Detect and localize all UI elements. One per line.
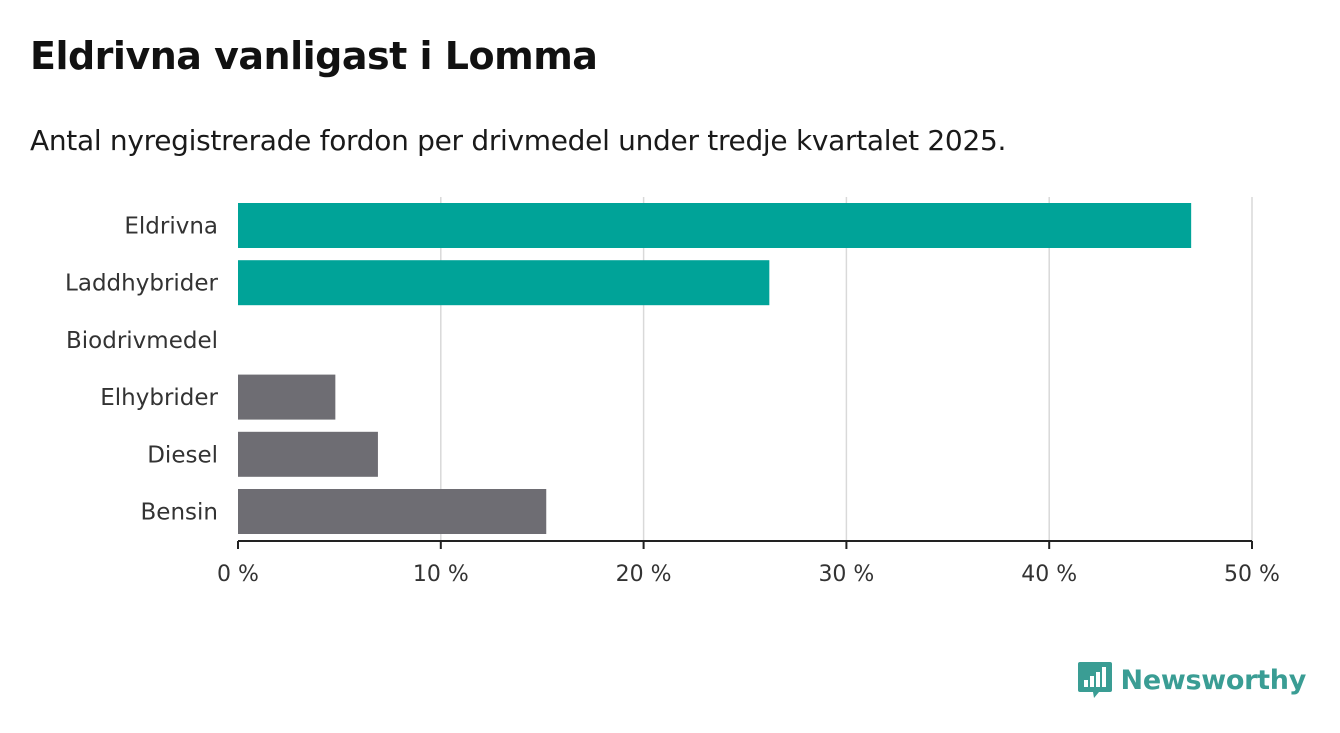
chart-subtitle: Antal nyregistrerade fordon per drivmede… — [30, 124, 1007, 157]
category-label: Eldrivna — [124, 214, 218, 240]
newsworthy-brand: Newsworthy — [1077, 660, 1306, 700]
bar-bensin — [238, 489, 547, 534]
category-label: Diesel — [147, 442, 218, 468]
category-label: Bensin — [141, 500, 218, 526]
brand-name: Newsworthy — [1120, 664, 1307, 696]
bar-eldrivna — [238, 203, 1192, 248]
chart-title: Eldrivna vanligast i Lomma — [30, 34, 598, 78]
newsworthy-logo-icon — [1077, 662, 1112, 698]
bar-diesel — [238, 431, 378, 477]
x-tick-label: 40 % — [1021, 562, 1077, 587]
category-label: Biodrivmedel — [66, 328, 218, 354]
category-label: Elhybrider — [100, 385, 218, 411]
x-tick-label: 50 % — [1224, 562, 1280, 587]
x-tick-label: 10 % — [413, 562, 469, 587]
bar-laddhybrider — [238, 260, 770, 306]
x-tick-label: 0 % — [217, 562, 259, 587]
x-tick-label: 30 % — [818, 562, 874, 587]
category-label: Laddhybrider — [65, 271, 218, 297]
bar-elhybrider — [238, 374, 336, 420]
x-tick-label: 20 % — [616, 562, 672, 587]
